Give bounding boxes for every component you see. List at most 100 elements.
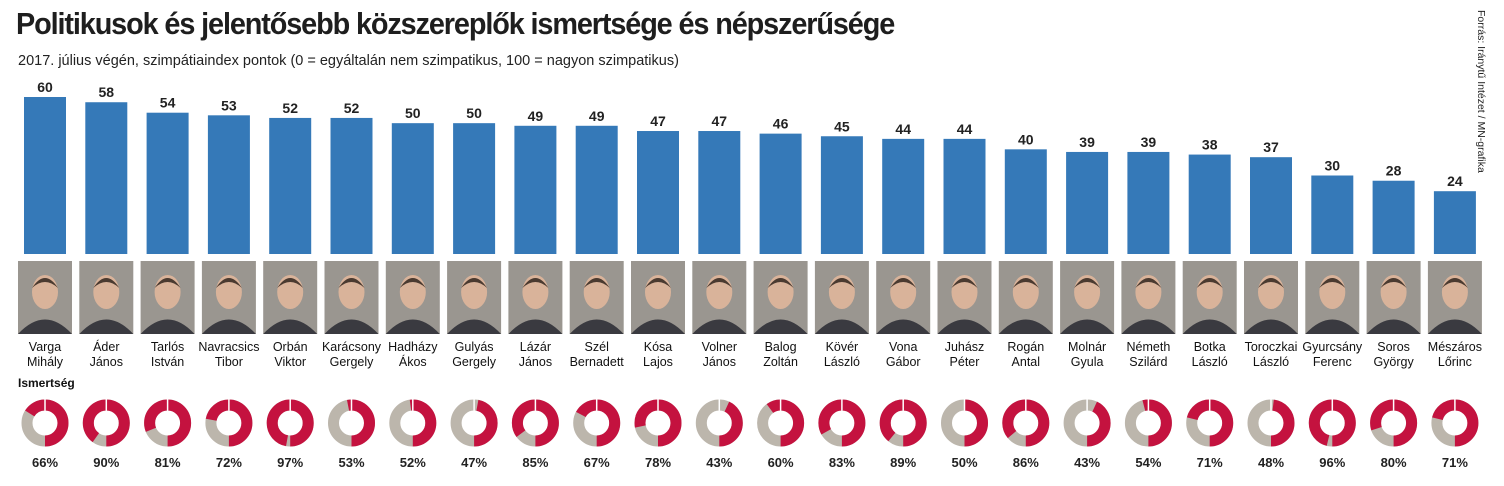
chart-subtitle: 2017. július végén, szimpátiaindex ponto…	[18, 53, 679, 69]
donut-value-label: 54%	[1135, 455, 1161, 470]
portrait-hair	[1074, 278, 1101, 288]
donut-value-label: 43%	[1074, 455, 1100, 470]
portrait-hair	[338, 278, 365, 288]
category-label: Gábor	[886, 355, 921, 369]
portrait-photo	[814, 261, 869, 334]
category-label: Toroczkai	[1245, 340, 1298, 354]
bar-value-label: 58	[99, 84, 115, 100]
category-label: Varga	[29, 340, 61, 354]
portrait-photo	[1121, 261, 1176, 334]
bar-value-label: 46	[773, 116, 789, 132]
portrait-shoulders	[263, 319, 318, 334]
category-label: Soros	[1377, 340, 1410, 354]
portrait-photo	[447, 261, 502, 334]
portrait-shoulders	[18, 319, 72, 334]
bar	[698, 131, 741, 254]
category-label: Zoltán	[763, 355, 798, 369]
portrait-photo	[1366, 261, 1421, 334]
portrait-photo	[692, 261, 747, 334]
bar	[820, 136, 863, 254]
bar-value-label: 39	[1079, 134, 1095, 150]
category-label: Lajos	[643, 355, 673, 369]
bar	[1004, 149, 1047, 254]
category-label: Antal	[1012, 355, 1041, 369]
portrait-photo	[1182, 261, 1237, 334]
donut-value-label: 72%	[216, 455, 242, 470]
category-label: Vona	[889, 340, 918, 354]
category-label: Molnár	[1068, 340, 1106, 354]
donut-value-label: 89%	[890, 455, 916, 470]
bar	[575, 125, 618, 255]
bar	[1433, 191, 1476, 254]
portrait-hair	[32, 278, 58, 288]
portrait-photo	[1060, 261, 1115, 334]
donut-value-label: 53%	[338, 455, 364, 470]
bar	[1372, 180, 1415, 254]
portrait-photo	[324, 261, 379, 334]
category-label: Botka	[1194, 340, 1226, 354]
portrait-shoulders	[1427, 319, 1482, 334]
portrait-shoulders	[324, 319, 379, 334]
portrait-shoulders	[753, 319, 808, 334]
portrait-hair	[828, 278, 855, 288]
donut-value-label: 52%	[400, 455, 426, 470]
source-note: Forrás: Iránytű Intézet / MN-grafika	[1475, 10, 1487, 173]
portrait-photo	[937, 261, 992, 334]
category-label: Gergely	[330, 355, 375, 369]
bar	[1188, 154, 1231, 254]
category-label: János	[90, 355, 123, 369]
portrait-hair	[1196, 278, 1223, 288]
bar	[269, 117, 312, 254]
portrait-shoulders	[385, 319, 440, 334]
bar-value-label: 37	[1263, 139, 1279, 155]
portrait-hair	[154, 278, 181, 288]
portrait-hair	[951, 278, 978, 288]
bar-value-label: 47	[712, 113, 728, 129]
portrait-hair	[1380, 278, 1407, 288]
donut-value-label: 43%	[706, 455, 732, 470]
secondary-label: Ismertség	[18, 376, 75, 390]
portrait-hair	[277, 278, 304, 288]
donut-value-label: 81%	[155, 455, 181, 470]
bar-value-label: 53	[221, 97, 237, 113]
portrait-shoulders	[631, 319, 685, 334]
portrait-shoulders	[1060, 319, 1115, 334]
bar-value-label: 52	[344, 100, 360, 116]
category-label: Németh	[1127, 340, 1171, 354]
portrait-shoulders	[508, 319, 563, 334]
portrait-shoulders	[814, 319, 869, 334]
category-label: Rogán	[1007, 340, 1044, 354]
bar-value-label: 40	[1018, 131, 1034, 147]
category-label: Áder	[93, 339, 119, 354]
category-label: Tibor	[215, 355, 243, 369]
bar	[882, 138, 925, 254]
category-label: István	[151, 355, 184, 369]
bar	[1066, 151, 1109, 254]
portrait-hair	[1012, 278, 1039, 288]
portrait-hair	[461, 278, 488, 288]
portrait-photo	[1244, 261, 1298, 334]
bar-value-label: 44	[957, 121, 973, 137]
portrait-hair	[583, 278, 610, 288]
bar-value-label: 47	[650, 113, 666, 129]
category-label: Szilárd	[1129, 355, 1167, 369]
category-label: Juhász	[945, 340, 985, 354]
bar	[24, 97, 66, 254]
portrait-photo	[18, 261, 72, 334]
portrait-photo	[876, 261, 931, 334]
portrait-hair	[399, 278, 426, 288]
portrait-photo	[508, 261, 563, 334]
portrait-photo	[201, 261, 256, 334]
category-label: Ákos	[399, 354, 427, 369]
bar-value-label: 49	[528, 108, 544, 124]
donut-value-label: 80%	[1381, 455, 1407, 470]
portrait-shoulders	[876, 319, 931, 334]
portrait-shoulders	[569, 319, 624, 334]
bar-value-label: 50	[405, 105, 421, 121]
category-label: Lőrinc	[1438, 355, 1472, 369]
category-label: György	[1373, 355, 1414, 369]
portrait-shoulders	[79, 319, 134, 334]
bar	[146, 112, 189, 254]
category-label: Viktor	[274, 355, 306, 369]
